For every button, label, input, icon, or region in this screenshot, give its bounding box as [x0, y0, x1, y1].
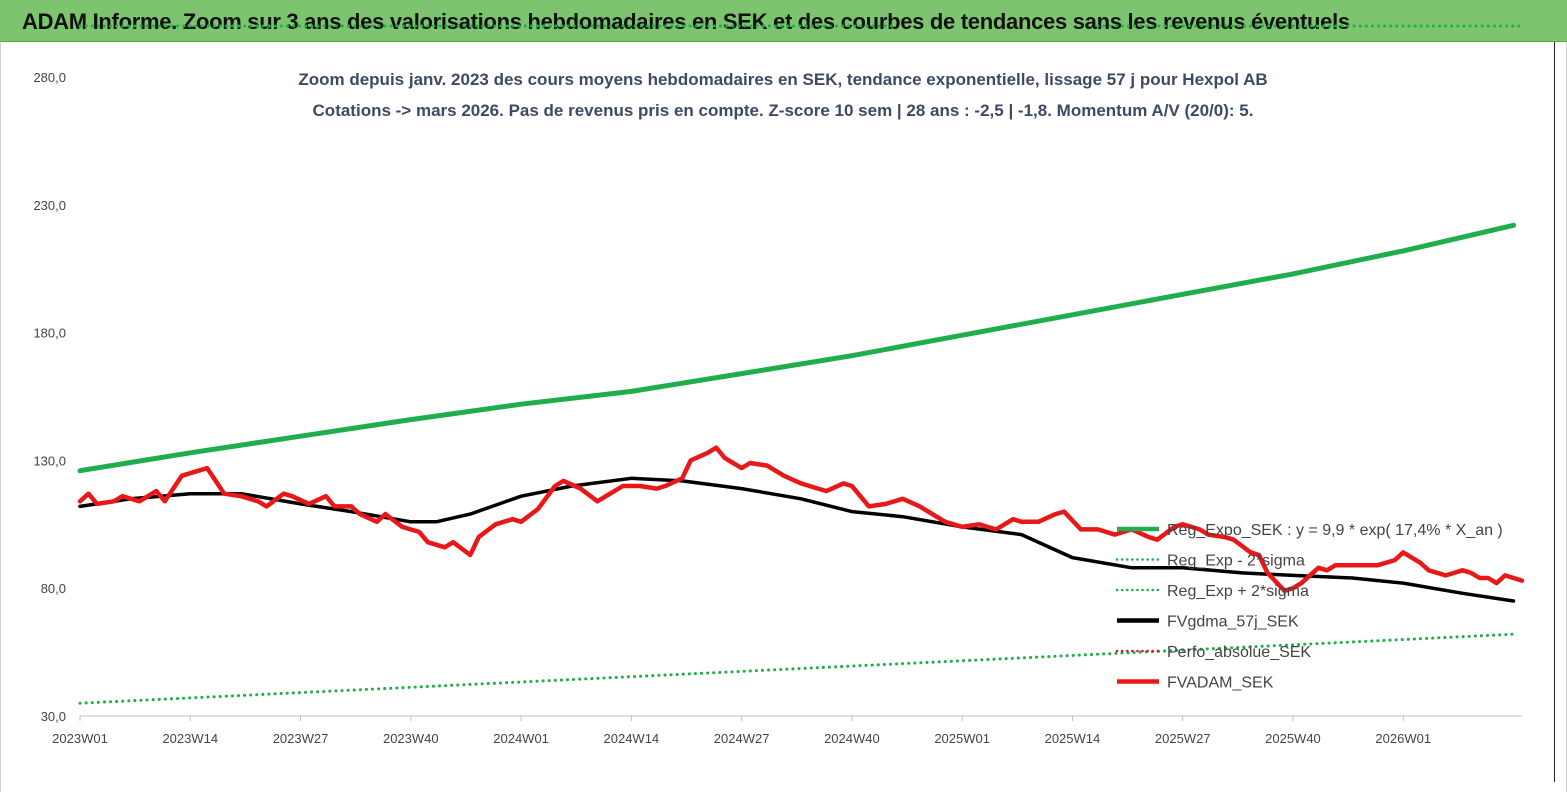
chart-series	[77, 24, 1525, 705]
legend-label: Perfo_absolue_SEK	[1167, 644, 1311, 661]
x-tick-label: 2023W14	[162, 731, 218, 746]
x-tick-label: 2023W27	[273, 731, 329, 746]
legend-label: FVADAM_SEK	[1167, 675, 1274, 692]
x-tick-label: 2025W01	[934, 731, 990, 746]
y-tick-label: 280,0	[33, 70, 66, 85]
legend-label: Reg_Exp + 2*sigma	[1167, 583, 1309, 600]
x-tick-label: 2025W27	[1155, 731, 1211, 746]
page-title: ADAM Informe. Zoom sur 3 ans des valoris…	[22, 9, 1350, 34]
x-tick-label: 2024W01	[493, 731, 549, 746]
x-tick-label: 2023W40	[383, 731, 439, 746]
x-tick-label: 2024W14	[604, 731, 660, 746]
chart-axes: 30,0 80,0 130,0 180,0 230,0 280,0 2023W01 2023W…	[33, 70, 1522, 746]
y-tick-label: 230,0	[33, 198, 66, 213]
y-tick-label: 80,0	[41, 581, 66, 596]
series-line-1	[78, 632, 1515, 705]
legend-label: Reg_Expo_SEK : y = 9,9 * exp( 17,4% * X_…	[1167, 522, 1503, 539]
x-tick-label: 2025W14	[1045, 731, 1101, 746]
series-line-5	[77, 445, 1525, 594]
y-tick-label: 30,0	[41, 709, 66, 724]
chart-right-edge	[1554, 42, 1555, 782]
chart-title-line-1: Zoom depuis janv. 2023 des cours moyens …	[298, 70, 1267, 89]
chart-legend: Reg_Expo_SEK : y = 9,9 * exp( 17,4% * X_…	[1115, 522, 1503, 692]
x-tick-label: 2024W40	[824, 731, 880, 746]
header-banner: ADAM Informe. Zoom sur 3 ans des valoris…	[0, 0, 1567, 42]
x-tick-label: 2023W01	[52, 731, 108, 746]
chart-title-line-2: Cotations -> mars 2026. Pas de revenus p…	[313, 101, 1254, 120]
x-tick-label: 2026W01	[1375, 731, 1431, 746]
y-tick-label: 180,0	[33, 326, 66, 341]
legend-label: FVgdma_57j_SEK	[1167, 614, 1299, 631]
chart-title: Zoom depuis janv. 2023 des cours moyens …	[298, 70, 1267, 120]
legend-label: Reg_Exp - 2*sigma	[1167, 553, 1305, 570]
y-tick-label: 130,0	[33, 453, 66, 468]
series-line-0	[77, 222, 1516, 474]
x-tick-label: 2025W40	[1265, 731, 1321, 746]
x-tick-label: 2024W27	[714, 731, 770, 746]
